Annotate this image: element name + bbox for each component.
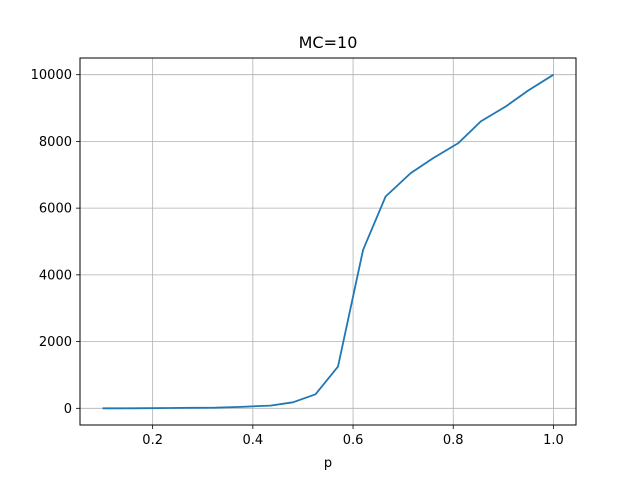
y-tick-label: 4000	[39, 268, 72, 283]
chart-title: MC=10	[299, 33, 358, 52]
y-tick-label: 8000	[39, 135, 72, 150]
x-axis-title: p	[324, 456, 332, 471]
y-tick-label: 2000	[39, 335, 72, 350]
x-tick-label: 1.0	[543, 433, 564, 448]
y-tick-label: 0	[64, 402, 72, 417]
x-tick-label: 0.6	[343, 433, 364, 448]
series-layer	[102, 73, 554, 410]
series-line	[102, 73, 554, 410]
y-tick-label: 10000	[31, 68, 72, 83]
plot-frame	[79, 57, 577, 426]
y-tick-label: 6000	[39, 202, 72, 217]
x-tick-label: 0.4	[243, 433, 264, 448]
x-tick-label: 0.2	[142, 433, 163, 448]
x-tick-label: 0.8	[443, 433, 464, 448]
ticks: 0.2 0.4 0.6 0.8 1.0 0 2000 4000 6000 8000 10000	[31, 68, 564, 448]
